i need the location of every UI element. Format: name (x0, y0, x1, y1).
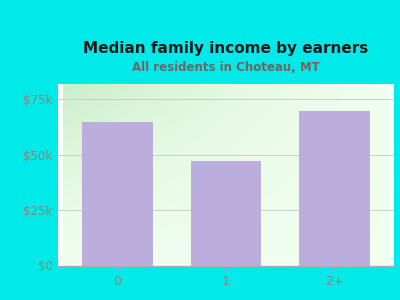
Text: All residents in Choteau, MT: All residents in Choteau, MT (132, 61, 320, 74)
Title: Median family income by earners: Median family income by earners (83, 41, 369, 56)
Bar (191, 161, 261, 266)
Bar (82, 122, 153, 266)
Bar (299, 111, 370, 266)
